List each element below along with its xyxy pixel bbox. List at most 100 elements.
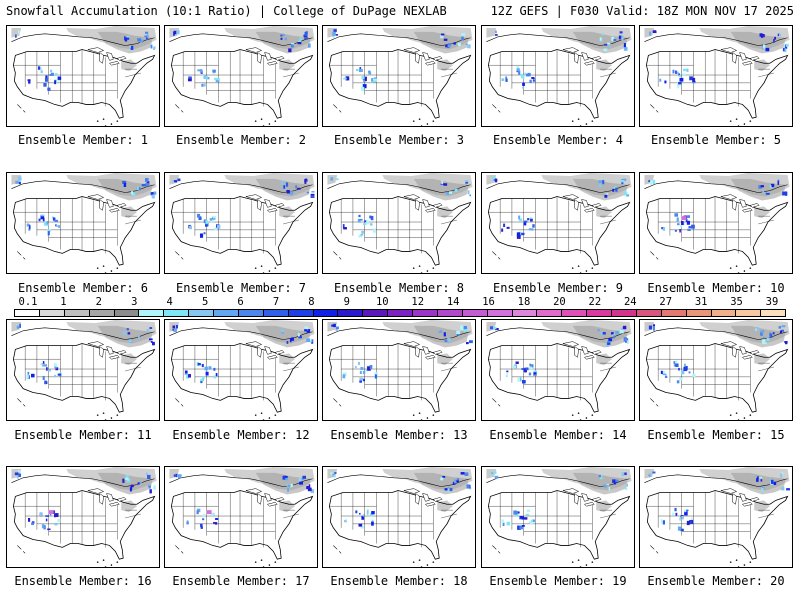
snowfall-cell — [681, 220, 684, 226]
snowfall-cell — [196, 213, 201, 218]
great-lake — [116, 203, 127, 208]
snowfall-cell — [623, 43, 626, 48]
legend-label: 16 — [482, 296, 495, 308]
snowfall-cell — [686, 68, 689, 72]
snowfall-cell — [18, 473, 22, 477]
snowfall-cell — [529, 218, 533, 222]
snowfall-cell — [664, 80, 667, 84]
caribbean-island — [110, 564, 113, 566]
snowfall-cell — [205, 223, 208, 227]
snowfall-cell — [54, 80, 57, 85]
snowfall-cell — [284, 37, 287, 41]
ensemble-panel-17 — [164, 466, 318, 568]
legend-swatch — [437, 310, 463, 316]
snowfall-cell — [45, 515, 50, 517]
usa-outline — [12, 343, 156, 413]
ensemble-map-1 — [11, 26, 157, 126]
great-lake — [116, 350, 127, 355]
great-lake — [591, 56, 602, 61]
snowfall-cell — [610, 332, 614, 335]
snowfall-cell — [691, 517, 693, 521]
snowfall-cell — [31, 373, 35, 378]
snowfall-cell — [516, 68, 520, 72]
snowfall-cell — [521, 232, 525, 236]
snowfall-cell — [202, 518, 205, 521]
snowfall-cell — [652, 471, 656, 474]
snowfall-cell — [280, 180, 284, 185]
snowfall-cell — [761, 487, 764, 492]
snowfall-cell — [613, 335, 616, 339]
great-lake — [732, 198, 737, 211]
snowfall-cell — [212, 69, 216, 73]
snowfall-cell — [186, 375, 190, 379]
snowfall-cell — [46, 221, 49, 225]
great-lake — [739, 346, 747, 355]
baja-coast — [175, 545, 184, 554]
great-lake — [87, 488, 105, 494]
snowfall-cell — [781, 487, 785, 491]
snowfall-cell — [144, 35, 148, 38]
snowfall-cell — [280, 34, 283, 37]
caribbean-island — [571, 414, 574, 416]
ensemble-member-label: Ensemble Member: 4 — [492, 133, 624, 147]
appalachian-snow-shade — [121, 353, 137, 366]
snowfall-cell — [369, 512, 374, 517]
appalachian-snow-shade — [121, 206, 137, 219]
great-lake — [106, 493, 114, 502]
caribbean-island — [426, 123, 429, 125]
snowfall-cell — [677, 223, 680, 226]
snowfall-cell — [208, 366, 212, 370]
snowfall-cell — [355, 510, 358, 514]
snowfall-cell — [447, 486, 450, 489]
snowfall-cell — [122, 180, 127, 184]
ensemble-member-label: Ensemble Member: 1 — [17, 133, 149, 147]
caribbean-island — [577, 265, 580, 267]
legend-swatch — [587, 310, 612, 316]
usa-outline — [170, 49, 314, 119]
snowfall-cell — [518, 70, 521, 75]
appalachian-snow-shade — [596, 59, 612, 72]
caribbean-island — [426, 417, 429, 419]
snowfall-cell — [680, 528, 684, 532]
snowfall-cell — [521, 516, 525, 520]
snowfall-cell — [310, 195, 315, 198]
canada-border — [327, 180, 471, 193]
legend-label: 2 — [95, 296, 103, 308]
snowfall-cell — [678, 74, 682, 77]
usa-outline — [170, 343, 314, 413]
snowfall-cell — [602, 332, 606, 335]
snowfall-cell — [126, 37, 130, 40]
snowfall-cell — [601, 33, 604, 36]
appalachian-snow-shade — [754, 59, 770, 72]
snowfall-cell — [652, 179, 656, 184]
caribbean-island — [729, 561, 732, 563]
snowfall-cell — [356, 69, 359, 72]
legend-swatch — [462, 310, 488, 316]
snowfall-cell — [624, 472, 627, 476]
snowfall-cell — [518, 218, 523, 222]
snowfall-cell — [778, 33, 782, 37]
caribbean-island — [102, 265, 105, 267]
legend-label: 9 — [343, 296, 351, 308]
baja-coast — [650, 398, 659, 407]
snowfall-cell — [606, 42, 611, 45]
snowfall-cell — [27, 223, 29, 225]
snowfall-cell — [175, 473, 178, 478]
great-lake — [574, 198, 579, 211]
caribbean-island — [254, 561, 257, 563]
snowfall-cell — [297, 333, 300, 337]
snowfall-cell — [43, 221, 48, 226]
caribbean-island — [743, 270, 746, 272]
canada-border — [11, 180, 155, 193]
snowfall-cell — [677, 85, 680, 89]
snowfall-cell — [359, 67, 362, 70]
snowfall-cell — [306, 329, 311, 333]
great-lake — [591, 350, 602, 355]
legend-label: 8 — [308, 296, 315, 308]
caribbean-island — [412, 414, 415, 416]
snowfall-cell — [603, 484, 607, 488]
great-lake — [99, 198, 104, 211]
snowfall-cell — [286, 189, 290, 194]
caribbean-island — [729, 120, 732, 122]
snowfall-cell — [672, 69, 675, 74]
